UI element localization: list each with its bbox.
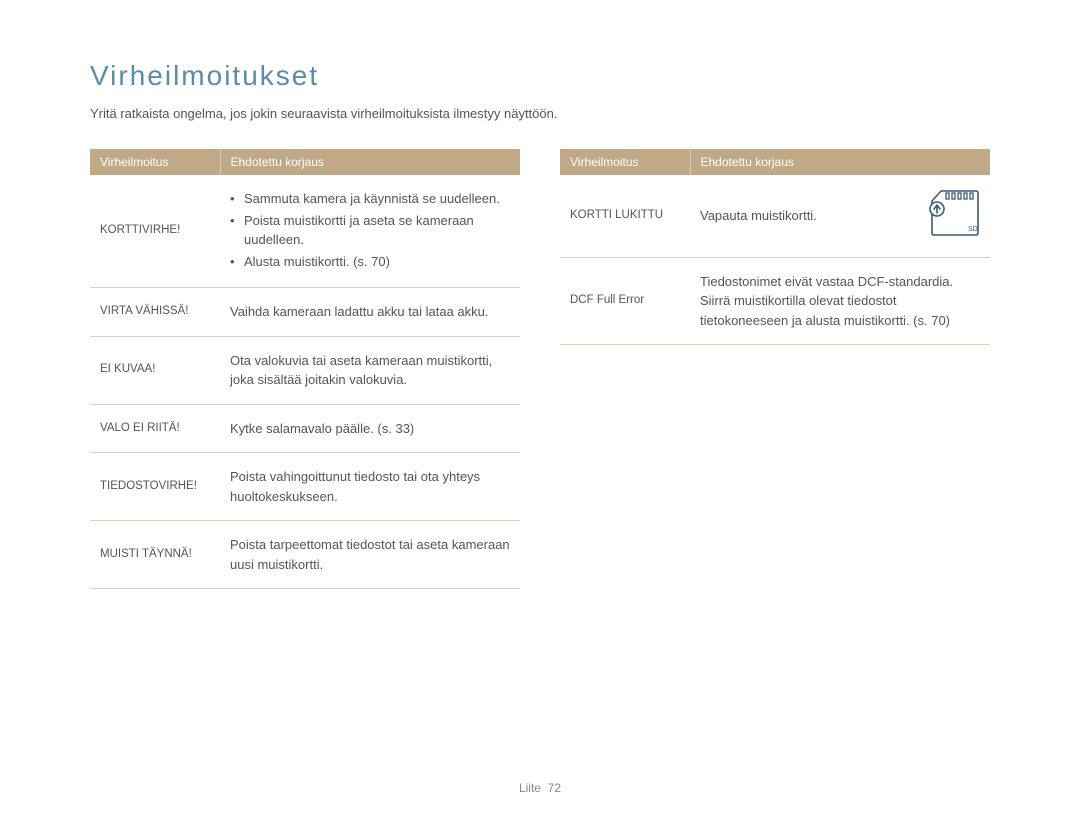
intro-text: Yritä ratkaista ongelma, jos jokin seura… <box>90 106 990 121</box>
left-header-error: Virheilmoitus <box>90 149 220 175</box>
right-header-error: Virheilmoitus <box>560 149 690 175</box>
error-fix: Kytke salamavalo päälle. (s. 33) <box>220 404 520 453</box>
fix-item: Sammuta kamera ja käynnistä se uudelleen… <box>230 189 510 209</box>
page-title: Virheilmoitukset <box>90 60 990 92</box>
fix-text: Vapauta muistikortti. <box>700 206 817 226</box>
right-error-table: Virheilmoitus Ehdotettu korjaus KORTTI L… <box>560 149 990 345</box>
error-label: DCF Full Error <box>560 257 690 345</box>
fix-item: Alusta muistikortti. (s. 70) <box>230 252 510 272</box>
error-label: TIEDOSTOVIRHE! <box>90 453 220 521</box>
page-footer: Liite 72 <box>0 781 1080 795</box>
sd-card-icon: SD <box>926 189 980 243</box>
error-fix: Poista vahingoittunut tiedosto tai ota y… <box>220 453 520 521</box>
left-header-fix: Ehdotettu korjaus <box>220 149 520 175</box>
left-error-table: Virheilmoitus Ehdotettu korjaus KORTTIVI… <box>90 149 520 589</box>
footer-page-number: 72 <box>548 781 561 795</box>
error-fix: Vapauta muistikortti. <box>690 175 990 257</box>
table-row: VALO EI RIITÄ! Kytke salamavalo päälle. … <box>90 404 520 453</box>
error-label: KORTTI LUKITTU <box>560 175 690 257</box>
fix-list: Sammuta kamera ja käynnistä se uudelleen… <box>230 189 510 271</box>
footer-section: Liite <box>519 781 541 795</box>
error-fix: Ota valokuvia tai aseta kameraan muistik… <box>220 336 520 404</box>
error-fix: Vaihda kameraan ladattu akku tai lataa a… <box>220 288 520 337</box>
error-label: VALO EI RIITÄ! <box>90 404 220 453</box>
left-column: Virheilmoitus Ehdotettu korjaus KORTTIVI… <box>90 149 520 589</box>
error-fix: Sammuta kamera ja käynnistä se uudelleen… <box>220 175 520 288</box>
table-row: KORTTI LUKITTU Vapauta muistikortti. <box>560 175 990 257</box>
table-row: KORTTIVIRHE! Sammuta kamera ja käynnistä… <box>90 175 520 288</box>
table-row: TIEDOSTOVIRHE! Poista vahingoittunut tie… <box>90 453 520 521</box>
right-header-fix: Ehdotettu korjaus <box>690 149 990 175</box>
error-label: EI KUVAA! <box>90 336 220 404</box>
table-row: MUISTI TÄYNNÄ! Poista tarpeettomat tiedo… <box>90 521 520 589</box>
table-row: EI KUVAA! Ota valokuvia tai aseta kamera… <box>90 336 520 404</box>
table-row: DCF Full Error Tiedostonimet eivät vasta… <box>560 257 990 345</box>
error-fix: Poista tarpeettomat tiedostot tai aseta … <box>220 521 520 589</box>
svg-text:SD: SD <box>968 226 978 233</box>
fix-item: Poista muistikortti ja aseta se kameraan… <box>230 211 510 250</box>
content-columns: Virheilmoitus Ehdotettu korjaus KORTTIVI… <box>90 149 990 589</box>
error-label: VIRTA VÄHISSÄ! <box>90 288 220 337</box>
error-fix: Tiedostonimet eivät vastaa DCF-standardi… <box>690 257 990 345</box>
error-label: KORTTIVIRHE! <box>90 175 220 288</box>
error-label: MUISTI TÄYNNÄ! <box>90 521 220 589</box>
right-column: Virheilmoitus Ehdotettu korjaus KORTTI L… <box>560 149 990 589</box>
table-row: VIRTA VÄHISSÄ! Vaihda kameraan ladattu a… <box>90 288 520 337</box>
